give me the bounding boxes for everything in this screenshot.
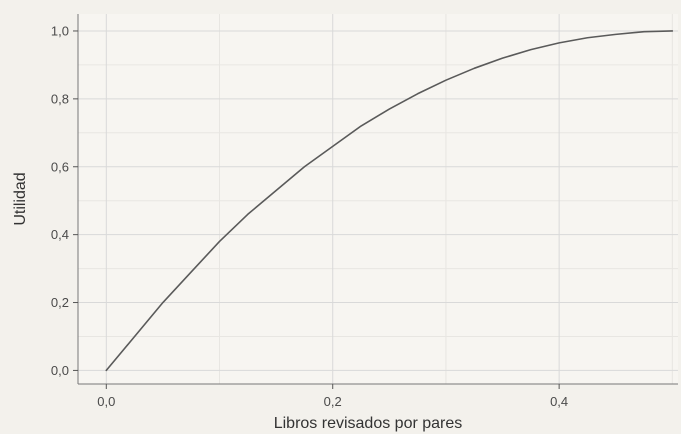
x-tick-label: 0,4 [550, 394, 568, 409]
y-ticks: 0,0 0,2 0,4 0,6 0,8 1,0 [51, 23, 78, 378]
y-tick-label: 0,0 [51, 363, 69, 378]
y-tick-label: 0,4 [51, 227, 69, 242]
y-tick-label: 1,0 [51, 23, 69, 38]
y-tick-label: 0,6 [51, 159, 69, 174]
plot-panel [78, 14, 678, 384]
x-ticks: 0,0 0,2 0,4 [97, 384, 568, 409]
major-grid [78, 14, 678, 384]
x-axis-title: Libros revisados por pares [274, 415, 463, 432]
series-layer [105, 30, 674, 372]
x-tick-label: 0,2 [324, 394, 342, 409]
x-tick-label: 0,0 [97, 394, 115, 409]
y-tick-label: 0,8 [51, 91, 69, 106]
y-tick-label: 0,2 [51, 295, 69, 310]
y-axis-title: Utilidad [12, 172, 29, 225]
minor-grid [78, 14, 678, 384]
utility-curve [105, 30, 674, 372]
